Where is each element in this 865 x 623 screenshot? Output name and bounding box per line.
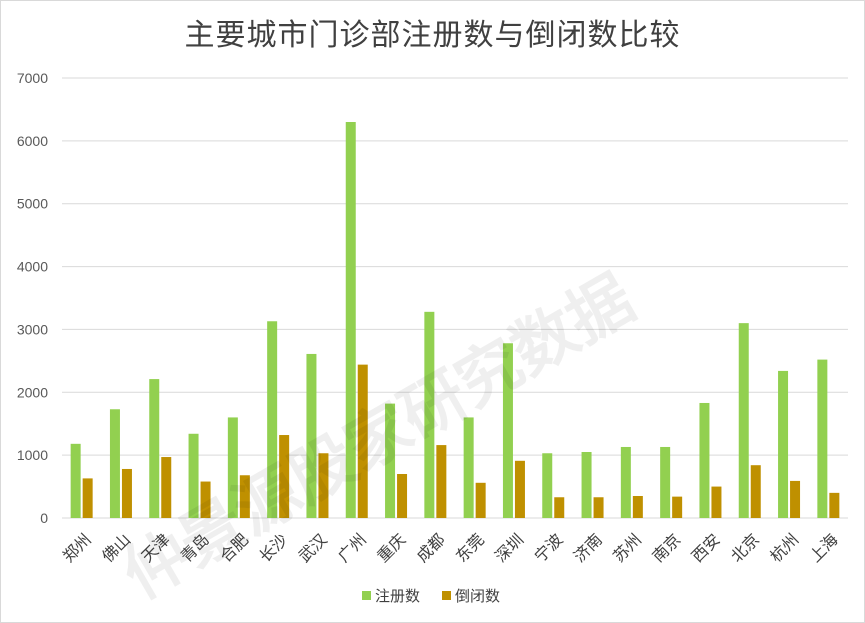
y-tick-label: 3000 <box>17 321 48 337</box>
x-tick-label: 重庆 <box>373 530 409 566</box>
y-tick-label: 0 <box>40 510 48 526</box>
bar-registered <box>502 343 513 518</box>
bar-registered <box>188 433 199 518</box>
x-tick-label: 郑州 <box>59 530 95 566</box>
bar-closed <box>514 460 525 518</box>
y-tick-label: 5000 <box>17 196 48 212</box>
bar-registered <box>738 323 749 518</box>
x-tick-label: 武汉 <box>295 530 331 566</box>
bar-registered <box>149 379 160 518</box>
x-tick-label: 南京 <box>648 530 684 566</box>
bar-registered <box>699 402 710 518</box>
bar-closed <box>632 496 643 518</box>
bar-registered <box>620 446 631 518</box>
x-tick-label: 宁波 <box>530 530 566 566</box>
x-tick-label: 济南 <box>570 530 606 566</box>
bar-registered <box>581 452 592 518</box>
bar-registered <box>345 122 356 518</box>
x-tick-label: 苏州 <box>609 530 645 566</box>
x-tick-label: 西安 <box>688 530 724 566</box>
bar-closed <box>672 496 683 518</box>
x-tick-label: 深圳 <box>491 530 527 566</box>
bar-registered <box>267 321 278 518</box>
bar-closed <box>554 497 565 518</box>
bar-registered <box>70 443 81 518</box>
bar-registered <box>817 359 828 518</box>
legend-label: 倒闭数 <box>455 587 500 605</box>
bar-registered <box>778 370 789 518</box>
y-tick-label: 2000 <box>17 384 48 400</box>
bar-closed <box>711 486 722 518</box>
bar-closed <box>161 457 172 518</box>
y-tick-label: 1000 <box>17 447 48 463</box>
legend-swatch <box>362 591 371 600</box>
bar-closed <box>593 497 604 518</box>
bar-closed <box>397 474 408 518</box>
bar-closed <box>82 478 93 518</box>
y-axis: 0 1000 2000 3000 4000 5000 6000 7000 <box>17 70 48 526</box>
bar-registered <box>109 409 120 518</box>
bar-registered <box>542 453 553 518</box>
x-tick-label: 上海 <box>806 530 842 566</box>
bar-closed <box>357 364 368 518</box>
bar-closed <box>829 492 840 518</box>
gridlines <box>62 77 848 519</box>
legend: 注册数 倒闭数 <box>362 587 500 605</box>
bar-closed <box>279 435 290 518</box>
bar-registered <box>660 446 671 518</box>
legend-label: 注册数 <box>375 587 420 605</box>
x-tick-label: 北京 <box>727 530 763 566</box>
bar-closed <box>239 475 250 518</box>
y-tick-label: 4000 <box>17 259 48 275</box>
bar-registered <box>424 311 435 518</box>
bar-registered <box>227 417 238 518</box>
bars <box>70 122 840 518</box>
bar-closed <box>318 453 329 518</box>
x-tick-label: 杭州 <box>766 530 802 566</box>
bar-closed <box>475 482 486 518</box>
bar-registered <box>306 353 317 518</box>
x-tick-label: 广州 <box>334 530 370 566</box>
y-tick-label: 6000 <box>17 133 48 149</box>
bar-closed <box>121 468 132 518</box>
x-tick-label: 成都 <box>413 530 449 566</box>
bar-closed <box>790 480 801 518</box>
bar-registered <box>463 417 474 518</box>
y-tick-label: 7000 <box>17 70 48 86</box>
legend-swatch <box>442 591 451 600</box>
bar-closed <box>200 481 211 518</box>
bar-registered <box>385 403 396 518</box>
bar-closed <box>436 445 447 518</box>
x-tick-label: 东莞 <box>452 530 488 566</box>
bar-closed <box>750 465 761 518</box>
chart-title: 主要城市门诊部注册数与倒闭数比较 <box>184 18 681 53</box>
